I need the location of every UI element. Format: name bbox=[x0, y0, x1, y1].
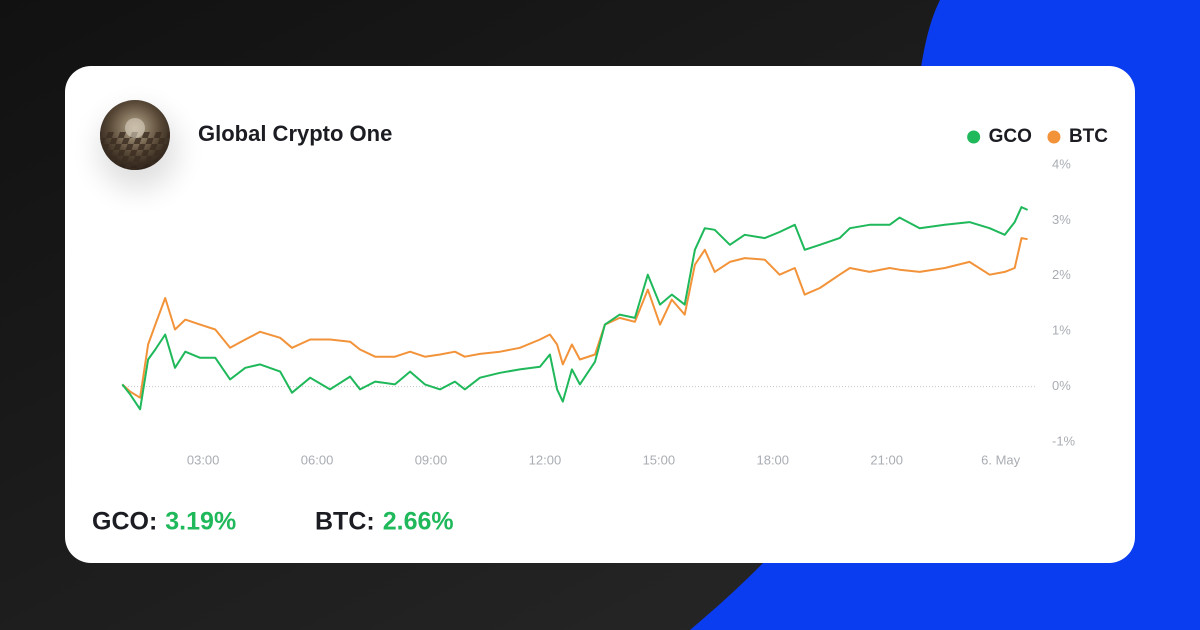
y-tick-label: 4% bbox=[1052, 156, 1071, 171]
x-tick-label: 03:00 bbox=[187, 452, 220, 467]
x-tick-label: 15:00 bbox=[643, 452, 676, 467]
legend-label: GCO bbox=[989, 126, 1032, 147]
summary-label: GCO: bbox=[92, 508, 157, 536]
x-tick-label: 12:00 bbox=[529, 452, 562, 467]
x-tick-label: 06:00 bbox=[301, 452, 334, 467]
y-tick-label: 3% bbox=[1052, 212, 1071, 227]
x-tick-label: 6. May bbox=[981, 452, 1021, 467]
legend-marker bbox=[1047, 130, 1061, 144]
line-series bbox=[121, 237, 1028, 399]
y-tick-label: 1% bbox=[1052, 323, 1071, 338]
legend-label: BTC bbox=[1069, 126, 1108, 147]
summary-value: 2.66% bbox=[383, 508, 454, 536]
legend-marker bbox=[967, 130, 981, 144]
x-tick-label: 09:00 bbox=[415, 452, 448, 467]
x-tick-label: 21:00 bbox=[870, 452, 903, 467]
title: Global Crypto One bbox=[198, 121, 392, 146]
line-series bbox=[121, 206, 1029, 411]
y-tick-label: 0% bbox=[1052, 378, 1071, 393]
card bbox=[65, 66, 1135, 563]
y-tick-label: -1% bbox=[1052, 433, 1076, 448]
summary-label: BTC: bbox=[315, 508, 375, 536]
x-tick-label: 18:00 bbox=[756, 452, 789, 467]
y-tick-label: 2% bbox=[1052, 267, 1071, 282]
summary-value: 3.19% bbox=[165, 508, 236, 536]
